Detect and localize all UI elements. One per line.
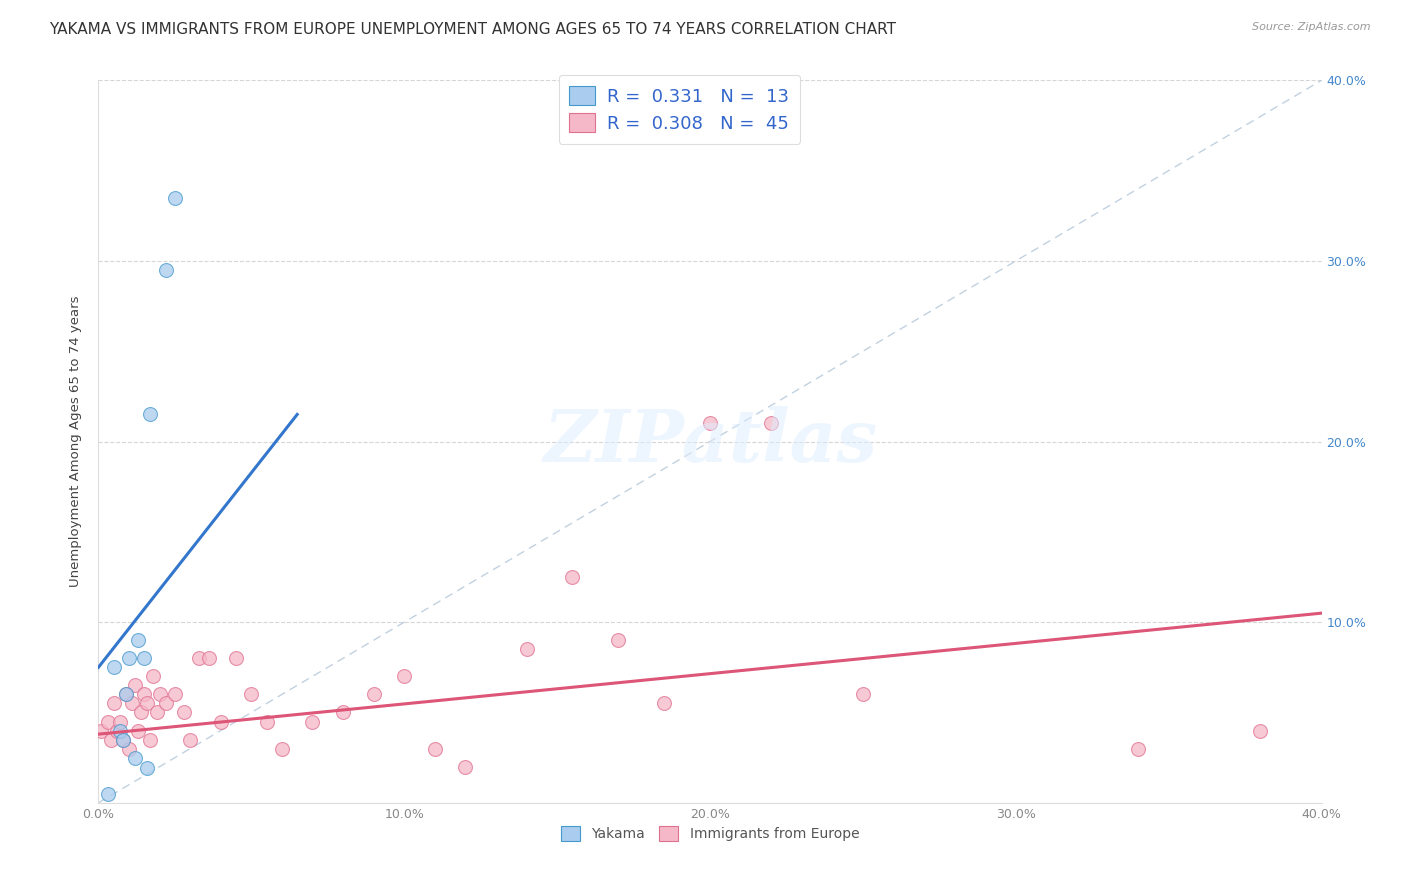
Point <box>108 714 131 729</box>
Point <box>270 741 292 756</box>
Point <box>240 687 263 701</box>
Point <box>115 687 138 701</box>
Point <box>139 408 162 422</box>
Point <box>516 642 538 657</box>
Point <box>139 732 162 747</box>
Point <box>127 633 149 648</box>
Point <box>111 732 134 747</box>
Point <box>1128 741 1150 756</box>
Point <box>118 741 141 756</box>
Point <box>134 687 156 701</box>
Y-axis label: Unemployment Among Ages 65 to 74 years: Unemployment Among Ages 65 to 74 years <box>69 296 83 587</box>
Point <box>118 651 141 665</box>
Point <box>1249 723 1271 738</box>
Point <box>103 660 125 674</box>
Point <box>155 697 177 711</box>
Point <box>124 750 146 764</box>
Point <box>454 760 477 774</box>
Point <box>188 651 211 665</box>
Point <box>301 714 323 729</box>
Legend: Yakama, Immigrants from Europe: Yakama, Immigrants from Europe <box>555 820 865 847</box>
Point <box>363 687 385 701</box>
Point <box>129 706 152 720</box>
Point <box>136 762 159 776</box>
Point <box>225 651 247 665</box>
Text: YAKAMA VS IMMIGRANTS FROM EUROPE UNEMPLOYMENT AMONG AGES 65 TO 74 YEARS CORRELAT: YAKAMA VS IMMIGRANTS FROM EUROPE UNEMPLO… <box>49 22 896 37</box>
Point <box>561 570 583 584</box>
Point <box>852 687 875 701</box>
Point <box>163 191 186 205</box>
Point <box>90 723 112 738</box>
Point <box>149 687 172 701</box>
Point <box>121 697 143 711</box>
Point <box>332 706 354 720</box>
Point <box>124 678 146 692</box>
Point <box>97 787 120 801</box>
Point <box>105 723 128 738</box>
Text: ZIPatlas: ZIPatlas <box>543 406 877 477</box>
Point <box>173 706 195 720</box>
Point <box>155 263 177 277</box>
Point <box>142 669 165 683</box>
Point <box>127 723 149 738</box>
Point <box>134 651 156 665</box>
Point <box>136 697 159 711</box>
Point <box>145 706 167 720</box>
Point <box>100 732 122 747</box>
Point <box>115 687 138 701</box>
Point <box>179 732 201 747</box>
Point <box>652 697 675 711</box>
Point <box>163 687 186 701</box>
Point <box>111 732 134 747</box>
Point <box>423 741 446 756</box>
Point <box>108 723 131 738</box>
Point <box>699 417 721 431</box>
Point <box>197 651 219 665</box>
Point <box>209 714 232 729</box>
Point <box>607 633 630 648</box>
Point <box>103 697 125 711</box>
Point <box>97 714 120 729</box>
Point <box>256 714 278 729</box>
Point <box>759 417 782 431</box>
Point <box>392 669 416 683</box>
Text: Source: ZipAtlas.com: Source: ZipAtlas.com <box>1253 22 1371 32</box>
